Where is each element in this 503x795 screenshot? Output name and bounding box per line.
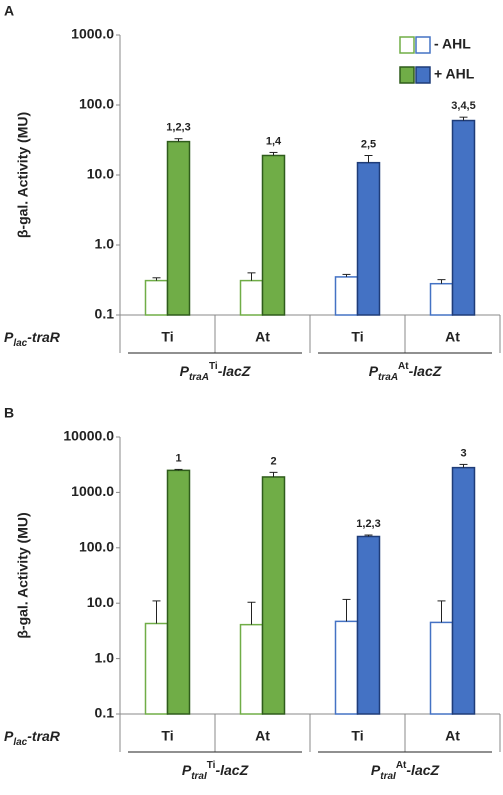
- error-bar: [152, 277, 161, 281]
- bar: [356, 535, 381, 715]
- label-part: traI: [191, 771, 207, 782]
- x-tick-label: At: [255, 728, 270, 744]
- legend-label: + AHL: [434, 66, 475, 82]
- row-label: Plac-traR: [4, 728, 61, 748]
- bar: [334, 620, 359, 715]
- x-tick-label: Ti: [351, 728, 363, 744]
- annotation: 1: [175, 452, 181, 464]
- label-part: lac: [13, 737, 27, 748]
- bar: [334, 276, 359, 316]
- error-bar: [152, 600, 161, 624]
- label-part: traA: [189, 372, 209, 383]
- label-part: -lacZ: [218, 363, 251, 379]
- group-label: PtraIAt-lacZ: [371, 760, 440, 782]
- label-part: P: [369, 363, 379, 379]
- legend-swatch: [399, 66, 415, 84]
- y-tick-label: 10000.0: [63, 428, 114, 444]
- bar: [239, 623, 264, 715]
- annotation: 2: [270, 455, 276, 467]
- bar: [239, 279, 264, 316]
- error-bar: [174, 468, 183, 471]
- legend-swatch: [399, 36, 415, 54]
- error-bar: [269, 151, 278, 156]
- error-bar: [437, 600, 446, 623]
- y-tick-label: 0.1: [95, 306, 115, 322]
- annotation: 2,5: [361, 138, 376, 150]
- error-bar: [459, 463, 468, 468]
- label-part: lac: [13, 338, 27, 349]
- bar: [166, 140, 191, 316]
- y-tick-label: 10.0: [87, 166, 114, 182]
- y-tick-label: 1000.0: [71, 26, 114, 42]
- y-tick-label: 1000.0: [71, 483, 114, 499]
- error-bar: [364, 534, 373, 537]
- panel-label: A: [4, 3, 14, 19]
- x-tick-label: Ti: [161, 329, 173, 345]
- label-part: -traR: [27, 728, 61, 744]
- x-tick-label: At: [255, 329, 270, 345]
- label-part: -lacZ: [215, 762, 248, 778]
- group-label: PtraATi-lacZ: [180, 361, 251, 383]
- legend-swatch: [415, 66, 431, 84]
- bar: [451, 119, 476, 316]
- annotation: 3: [460, 447, 466, 459]
- bar: [356, 161, 381, 316]
- row-label: Plac-traR: [4, 329, 61, 349]
- annotation: 1,2,3: [356, 518, 380, 530]
- group-label: PtraITi-lacZ: [182, 760, 249, 782]
- annotation: 3,4,5: [451, 100, 475, 112]
- error-bar: [459, 116, 468, 121]
- label-part: -lacZ: [409, 363, 442, 379]
- x-tick-label: At: [445, 329, 460, 345]
- label-part: Ti: [209, 361, 218, 372]
- error-bar: [247, 272, 256, 281]
- label-part: At: [396, 760, 407, 771]
- error-bar: [437, 279, 446, 284]
- label-part: P: [182, 762, 192, 778]
- error-bar: [342, 273, 351, 277]
- x-tick-label: Ti: [161, 728, 173, 744]
- y-tick-label: 1.0: [95, 236, 115, 252]
- label-part: -lacZ: [406, 762, 439, 778]
- y-tick-label: 1.0: [95, 649, 115, 665]
- bar: [166, 469, 191, 715]
- annotation: 1,4: [266, 135, 282, 147]
- label-part: traA: [378, 372, 398, 383]
- bar: [261, 154, 286, 316]
- legend-swatch: [415, 36, 431, 54]
- annotation: 1,2,3: [166, 122, 190, 134]
- bar: [144, 622, 169, 715]
- x-tick-label: At: [445, 728, 460, 744]
- bar: [429, 282, 454, 316]
- y-tick-label: 100.0: [79, 539, 114, 555]
- error-bar: [174, 138, 183, 142]
- error-bar: [364, 154, 373, 163]
- label-part: traI: [380, 771, 396, 782]
- label-part: -traR: [27, 329, 61, 345]
- error-bar: [247, 601, 256, 625]
- y-tick-label: 10.0: [87, 594, 114, 610]
- bar: [261, 476, 286, 715]
- label-part: P: [371, 762, 381, 778]
- bar: [429, 621, 454, 715]
- y-tick-label: 100.0: [79, 96, 114, 112]
- x-tick-label: Ti: [351, 329, 363, 345]
- legend-label: - AHL: [434, 36, 471, 52]
- label-part: P: [4, 329, 14, 345]
- y-axis-label: β-gal. Activity (MU): [15, 112, 31, 238]
- bar: [144, 279, 169, 316]
- bar: [451, 466, 476, 715]
- label-part: P: [180, 363, 190, 379]
- label-part: Ti: [207, 760, 216, 771]
- error-bar: [342, 598, 351, 622]
- error-bar: [269, 471, 278, 477]
- y-axis-label: β-gal. Activity (MU): [15, 512, 31, 638]
- y-tick-label: 0.1: [95, 705, 115, 721]
- group-label: PtraAAt-lacZ: [369, 361, 442, 383]
- label-part: P: [4, 728, 14, 744]
- panel-label: B: [4, 405, 14, 421]
- label-part: At: [398, 361, 409, 372]
